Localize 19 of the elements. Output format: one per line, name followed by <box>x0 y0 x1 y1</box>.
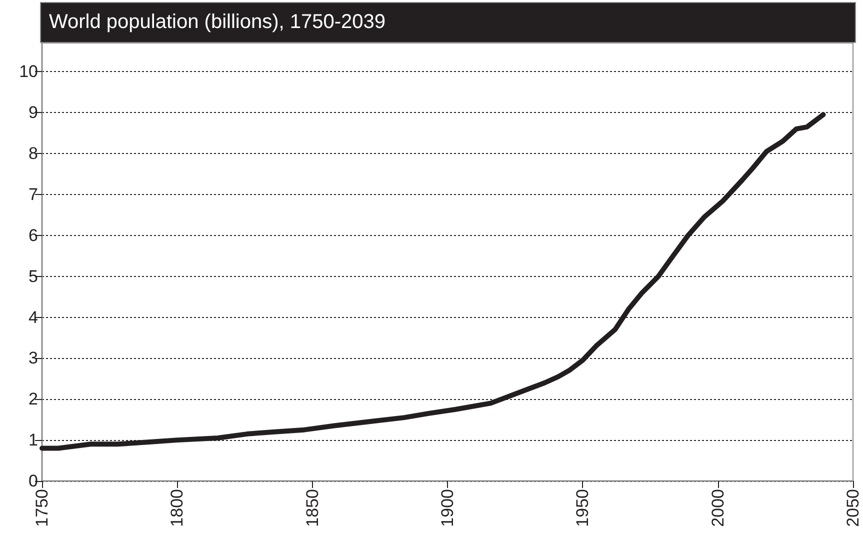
y-tick-label: 6 <box>28 226 38 245</box>
x-tick-label: 1900 <box>438 489 457 527</box>
x-tick-label: 1750 <box>32 489 52 527</box>
x-tick-label: 1800 <box>168 489 187 527</box>
chart-title: World population (billions), 1750-2039 <box>40 2 856 43</box>
y-tick-label: 3 <box>28 348 38 368</box>
x-tick-label: 1850 <box>302 489 322 527</box>
y-tick-label: 1 <box>28 430 38 450</box>
y-tick-label: 7 <box>28 184 38 204</box>
x-tick-label: 1950 <box>573 489 592 527</box>
y-tick-label: 10 <box>19 62 38 82</box>
x-tick-label: 2050 <box>844 489 862 527</box>
y-tick-label: 5 <box>28 266 38 286</box>
y-tick-label: 8 <box>28 144 38 164</box>
y-tick-label: 9 <box>28 103 38 122</box>
x-tick-label: 2000 <box>708 489 728 527</box>
y-tick-label: 0 <box>28 472 38 490</box>
y-tick-label: 4 <box>28 308 38 327</box>
y-tick-label: 2 <box>28 390 38 409</box>
